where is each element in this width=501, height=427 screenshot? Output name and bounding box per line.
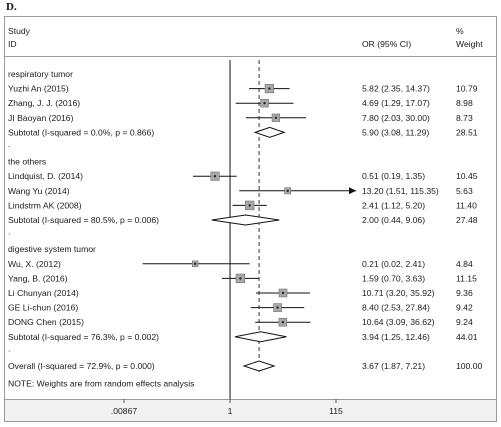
or-ci-value: 0.21 (0.02, 2.41) <box>362 259 425 269</box>
subtotal-diamond <box>253 126 286 138</box>
or-ci-value: 2.00 (0.44, 9.06) <box>362 215 425 225</box>
or-ci-value: 8.40 (2.53, 27.84) <box>362 303 430 313</box>
or-ci-value: 7.80 (2.03, 30.00) <box>362 113 430 123</box>
or-ci-value: 10.71 (3.20, 35.92) <box>362 288 435 298</box>
weight-value: 8.73 <box>456 113 473 123</box>
header-or: OR (95% CI) <box>362 39 411 49</box>
header-percent: % <box>456 26 464 36</box>
overall-label: Overall (I-squared = 72.9%, p = 0.000) <box>8 361 155 371</box>
study-label: Yang, B. (2016) <box>8 273 68 283</box>
study-label: Lindstrm AK (2008) <box>8 200 82 210</box>
or-ci-value: 10.64 (3.09, 36.62) <box>362 317 435 327</box>
overall-diamond <box>242 360 276 372</box>
or-ci-value: 0.51 (0.19, 1.35) <box>362 171 425 181</box>
header-weight: Weight <box>456 39 483 49</box>
weight-value: 100.00 <box>456 361 483 371</box>
weight-value: 5.63 <box>456 186 473 196</box>
point-estimate <box>281 321 285 324</box>
study-label: Wu, X. (2012) <box>8 259 61 269</box>
header-id: ID <box>8 39 17 49</box>
study-label: Yuzhi An (2015) <box>8 84 69 94</box>
or-ci-value: 13.20 (1.51, 115.35) <box>362 186 439 196</box>
or-ci-value: 4.69 (1.29, 17.07) <box>362 98 430 108</box>
point-estimate <box>276 306 279 309</box>
or-ci-value: 5.82 (2.35, 14.37) <box>362 84 430 94</box>
subtotal-label: Subtotal (I-squared = 76.3%, p = 0.002) <box>8 332 159 342</box>
group-label: respiratory tumor <box>8 69 73 79</box>
ci-arrow <box>349 187 356 195</box>
subtotal-label: Subtotal (I-squared = 0.0%, p = 0.866) <box>8 127 154 137</box>
or-ci-value: 5.90 (3.08, 11.29) <box>362 127 429 137</box>
group-label: digestive system tumor <box>8 244 96 254</box>
point-estimate <box>281 291 285 295</box>
panel-label: D. <box>6 1 17 13</box>
weight-value: 4.84 <box>456 259 473 269</box>
study-label: Wang Yu (2014) <box>8 186 70 196</box>
weight-value: 28.51 <box>456 127 478 137</box>
study-label: Lindquist, D. (2014) <box>8 171 83 181</box>
group-label: the others <box>8 157 46 167</box>
axis-band <box>5 399 496 421</box>
weight-value: 10.45 <box>456 171 478 181</box>
weight-value: 27.48 <box>456 215 478 225</box>
study-label: DONG Chen (2015) <box>8 317 84 327</box>
or-ci-value: 3.94 (1.25, 12.46) <box>362 332 430 342</box>
plot-frame <box>4 16 497 422</box>
x-tick-label: 115 <box>329 406 343 416</box>
note-text: NOTE: Weights are from random effects an… <box>8 379 194 389</box>
spacer-dot: . <box>8 227 10 237</box>
subtotal-label: Subtotal (I-squared = 80.5%, p = 0.006) <box>8 215 159 225</box>
weight-value: 9.24 <box>456 317 473 327</box>
weight-value: 44.01 <box>456 332 478 342</box>
spacer-dot: . <box>8 139 10 149</box>
point-estimate <box>193 262 197 265</box>
weight-value: 11.40 <box>456 200 477 210</box>
x-tick-label: .00867 <box>111 406 138 416</box>
or-ci-value: 3.67 (1.87, 7.21) <box>362 361 425 371</box>
subtotal-diamond <box>234 331 287 343</box>
or-ci-value: 2.41 (1.12, 5.20) <box>362 200 425 210</box>
or-ci-value: 1.59 (0.70, 3.63) <box>362 273 425 283</box>
point-estimate <box>268 87 271 90</box>
weight-value: 11.15 <box>456 273 477 283</box>
point-estimate <box>239 277 242 280</box>
point-estimate <box>274 116 278 120</box>
subtotal-diamond <box>211 214 280 226</box>
spacer-dot: . <box>8 343 10 353</box>
point-estimate <box>213 175 217 178</box>
study-label: JI Baoyan (2016) <box>8 113 74 123</box>
study-label: Li Chunyan (2014) <box>8 288 79 298</box>
study-label: Zhang, J. J. (2016) <box>8 98 80 108</box>
point-estimate <box>286 189 289 192</box>
weight-value: 9.42 <box>456 303 473 313</box>
point-estimate <box>263 102 266 105</box>
point-estimate <box>248 204 251 207</box>
x-tick-label: 1 <box>228 406 233 416</box>
weight-value: 9.36 <box>456 288 473 298</box>
study-label: GE Li-chun (2016) <box>8 303 78 313</box>
header-study: Study <box>8 26 31 36</box>
weight-value: 8.98 <box>456 98 473 108</box>
weight-value: 10.79 <box>456 84 478 94</box>
